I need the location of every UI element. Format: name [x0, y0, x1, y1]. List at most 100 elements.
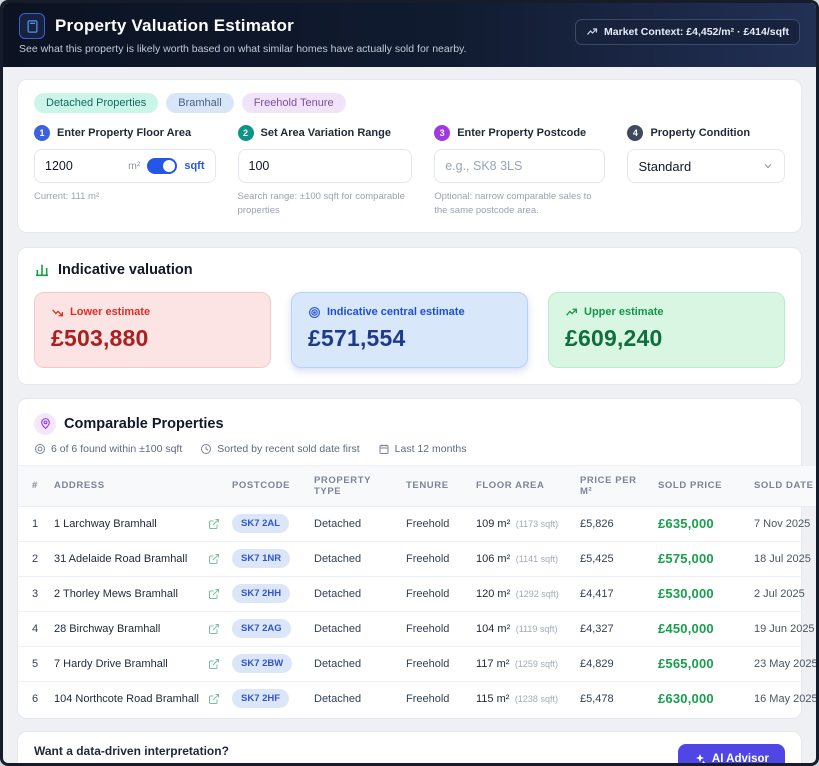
floor-area-m2: 104 m²	[476, 622, 511, 635]
unit-toggle[interactable]	[147, 158, 178, 174]
sold-date: 19 Jun 2025	[754, 622, 815, 635]
footer-title: Want a data-driven interpretation?	[34, 744, 229, 759]
tenure: Freehold	[400, 576, 470, 612]
step-2-badge: 2	[237, 125, 254, 141]
row-number: 4	[18, 611, 48, 647]
postcode-input[interactable]	[445, 159, 595, 173]
target-icon	[309, 306, 320, 318]
col-property-type: PROPERTY TYPE	[308, 465, 400, 507]
central-estimate-value: £571,554	[308, 324, 406, 351]
col-tenure: TENURE	[400, 465, 470, 507]
col-sold-price: SOLD PRICE	[652, 465, 748, 507]
table-row[interactable]: 3 2 Thorley Mews Bramhall SK7 2HH Detach…	[18, 576, 816, 612]
property-type: Detached	[308, 576, 400, 612]
page-title: Property Valuation Estimator	[55, 16, 294, 35]
postcode-pill[interactable]: SK7 2BW	[232, 654, 293, 674]
tag-detached-properties[interactable]: Detached Properties	[34, 93, 159, 113]
step-1-badge: 1	[34, 125, 50, 141]
price-per-m2: £4,327	[574, 611, 652, 647]
central-estimate-label: Indicative central estimate	[327, 306, 465, 319]
postcode-pill[interactable]: SK7 2HH	[232, 584, 291, 604]
property-type: Detached	[308, 611, 400, 647]
external-link-icon[interactable]	[208, 658, 220, 670]
lower-estimate-card: Lower estimate £503,880	[34, 291, 271, 368]
chevron-down-icon	[764, 164, 772, 169]
postcode-pill[interactable]: SK7 2HF	[232, 689, 290, 709]
tag-bramhall[interactable]: Bramhall	[166, 93, 234, 113]
table-row[interactable]: 2 31 Adelaide Road Bramhall SK7 1NR Deta…	[18, 541, 816, 577]
ai-advisor-button[interactable]: AI Advisor	[677, 744, 785, 763]
tenure: Freehold	[400, 541, 470, 577]
central-estimate-card: Indicative central estimate £571,554	[291, 291, 528, 368]
postcode-label: Enter Property Postcode	[457, 127, 587, 139]
sold-price: £530,000	[658, 586, 714, 602]
col-floor-area: FLOOR AREA	[470, 465, 574, 507]
floor-area-sqft: (1173 sqft)	[513, 518, 559, 529]
table-row[interactable]: 5 7 Hardy Drive Bramhall SK7 2BW Detache…	[18, 646, 816, 682]
upper-estimate-card: Upper estimate £609,240	[548, 291, 785, 368]
col-address: ADDRESS	[48, 465, 226, 507]
tenure: Freehold	[400, 611, 470, 647]
variation-group: 2 Set Area Variation Range Search range:…	[237, 125, 413, 218]
valuation-heading: Indicative valuation	[58, 261, 193, 278]
condition-select[interactable]: Standard	[627, 149, 785, 183]
tenure: Freehold	[406, 692, 450, 705]
floor-area-m2: 115 m²	[476, 692, 510, 705]
lower-estimate-value: £503,880	[51, 324, 149, 351]
property-type: Detached	[308, 506, 400, 542]
price-per-m2: £4,829	[574, 646, 652, 682]
tenure: Freehold	[400, 646, 470, 682]
table-row[interactable]: 4 28 Birchway Bramhall SK7 2AG Detached …	[18, 611, 816, 647]
address-text: 28 Birchway Bramhall	[54, 622, 161, 635]
meta-found-count: 6 of 6 found within ±100 sqft	[34, 443, 182, 455]
col-num: #	[18, 465, 48, 507]
table-row[interactable]: 6 104 Northcote Road Bramhall SK7 2HF De…	[18, 681, 818, 716]
floor-area-label: Enter Property Floor Area	[57, 127, 192, 139]
sparkles-icon	[695, 754, 706, 763]
property-type: Detached	[308, 646, 400, 682]
clock-icon	[201, 443, 212, 454]
external-link-icon[interactable]	[208, 518, 220, 530]
external-link-icon[interactable]	[208, 693, 220, 705]
price-per-m2: £5,478	[580, 692, 614, 705]
page-subtitle: See what this property is likely worth b…	[19, 43, 467, 55]
meta-sort-order: Sorted by recent sold date first	[200, 443, 360, 455]
floor-area-sqft: (1238 sqft)	[512, 693, 558, 704]
address-text: 1 Larchway Bramhall	[54, 517, 157, 530]
external-link-icon[interactable]	[208, 588, 220, 600]
meta-time-window: Last 12 months	[378, 443, 466, 455]
bar-chart-icon	[36, 264, 48, 276]
market-context-badge: Market Context: £4,452/m² · £414/sqft	[575, 19, 800, 45]
sold-date: 16 May 2025	[754, 692, 818, 705]
sold-price: £575,000	[658, 551, 714, 567]
floor-area-m2: 106 m²	[476, 552, 511, 565]
variation-label: Set Area Variation Range	[260, 127, 391, 139]
price-per-m2: £5,425	[574, 541, 652, 577]
condition-label: Property Condition	[650, 127, 751, 139]
postcode-pill[interactable]: SK7 1NR	[232, 549, 291, 569]
table-header-row: # ADDRESS POSTCODE PROPERTY TYPE TENURE …	[18, 465, 816, 507]
price-per-m2: £4,417	[574, 576, 652, 612]
address-text: 104 Northcote Road Bramhall	[54, 692, 199, 705]
trending-up-icon	[587, 28, 598, 35]
floor-area-input[interactable]	[45, 159, 129, 173]
postcode-pill[interactable]: SK7 2AL	[232, 514, 290, 534]
row-number: 1	[18, 506, 48, 542]
address-text: 31 Adelaide Road Bramhall	[54, 552, 188, 565]
floor-area-m2: 120 m²	[476, 587, 511, 600]
floor-area-sqft: (1141 sqft)	[513, 553, 559, 564]
tag-freehold-tenure[interactable]: Freehold Tenure	[241, 93, 346, 113]
sold-price: £635,000	[658, 516, 714, 532]
table-row[interactable]: 1 1 Larchway Bramhall SK7 2AL Detached F…	[18, 506, 816, 542]
floor-area-m2: 117 m²	[476, 657, 510, 670]
postcode-group: 3 Enter Property Postcode Optional: narr…	[434, 125, 606, 218]
row-number: 2	[18, 541, 48, 577]
postcode-pill[interactable]: SK7 2AG	[232, 619, 291, 639]
variation-input[interactable]	[248, 159, 402, 173]
target-icon	[35, 443, 45, 454]
external-link-icon[interactable]	[208, 623, 220, 635]
condition-group: 4 Property Condition Standard	[627, 125, 785, 218]
external-link-icon[interactable]	[208, 553, 220, 565]
unit-sqft-label: sqft	[184, 160, 205, 172]
